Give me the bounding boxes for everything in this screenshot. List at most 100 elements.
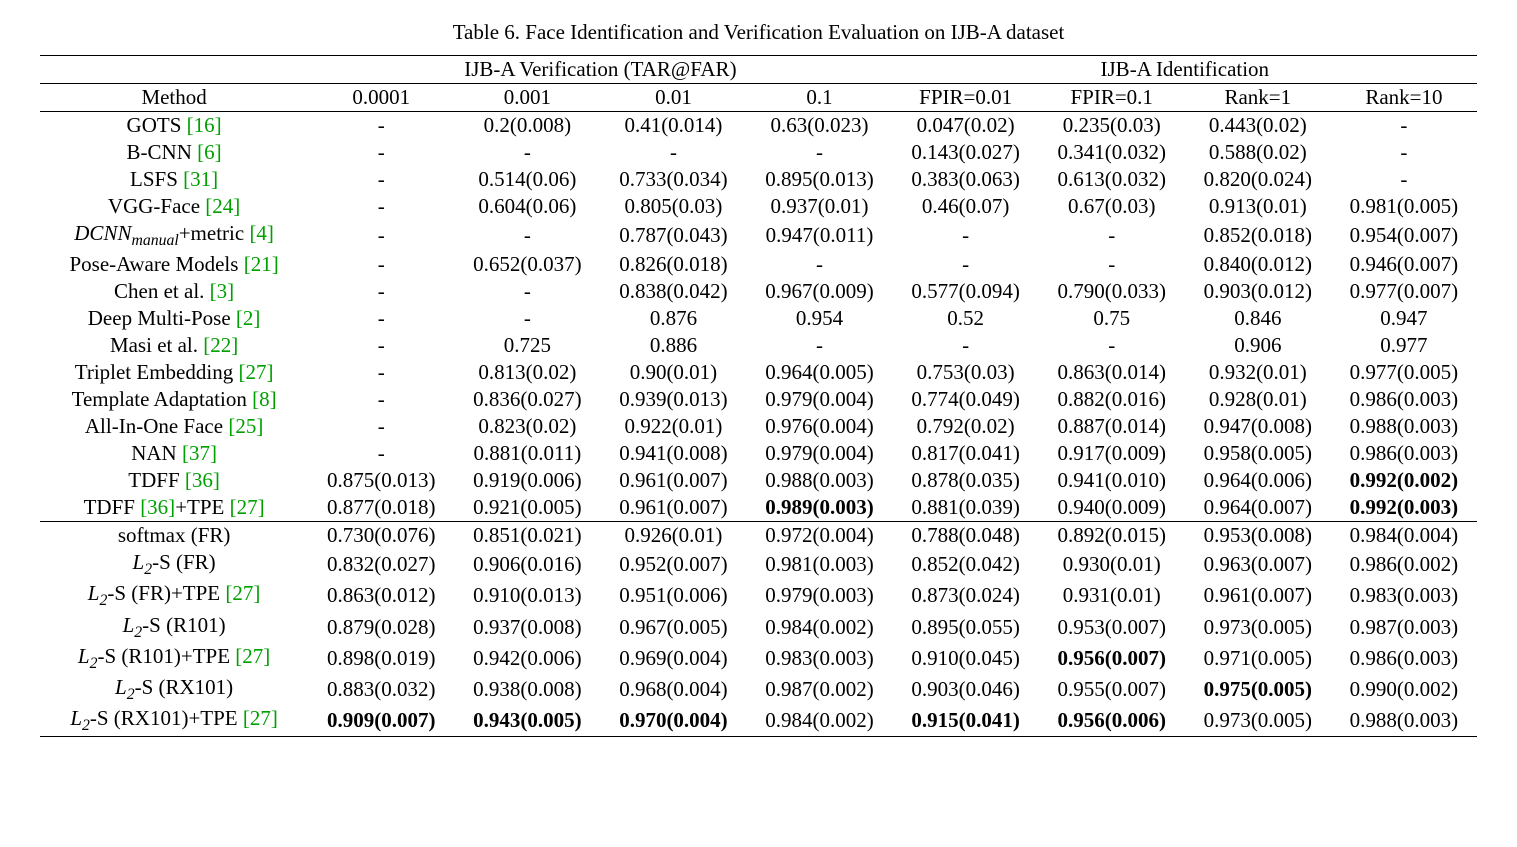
value-cell: 0.805(0.03)	[600, 193, 746, 220]
table-row: L2-S (RX101)0.883(0.032)0.938(0.008)0.96…	[40, 674, 1477, 705]
value-cell: -	[308, 166, 454, 193]
value-cell: 0.964(0.005)	[746, 359, 892, 386]
value-cell: -	[454, 220, 600, 251]
value-cell: -	[600, 139, 746, 166]
value-cell: 0.953(0.007)	[1039, 612, 1185, 643]
value-cell: 0.988(0.003)	[746, 467, 892, 494]
header-method: Method	[40, 84, 308, 112]
value-cell: 0.986(0.003)	[1331, 643, 1477, 674]
table-row: Masi et al. [22]-0.7250.886---0.9060.977	[40, 332, 1477, 359]
value-cell: -	[893, 220, 1039, 251]
value-cell: 0.988(0.003)	[1331, 413, 1477, 440]
value-cell: 0.986(0.003)	[1331, 440, 1477, 467]
table-row: L2-S (R101)+TPE [27]0.898(0.019)0.942(0.…	[40, 643, 1477, 674]
value-cell: -	[746, 251, 892, 278]
value-cell: 0.63(0.023)	[746, 112, 892, 140]
method-cell: NAN [37]	[40, 440, 308, 467]
value-cell: 0.956(0.007)	[1039, 643, 1185, 674]
value-cell: 0.836(0.027)	[454, 386, 600, 413]
table-row: L2-S (FR)+TPE [27]0.863(0.012)0.910(0.01…	[40, 580, 1477, 611]
value-cell: 0.921(0.005)	[454, 494, 600, 522]
value-cell: 0.943(0.005)	[454, 705, 600, 737]
table-row: Triplet Embedding [27]-0.813(0.02)0.90(0…	[40, 359, 1477, 386]
value-cell: 0.940(0.009)	[1039, 494, 1185, 522]
table-row: L2-S (RX101)+TPE [27]0.909(0.007)0.943(0…	[40, 705, 1477, 737]
value-cell: 0.972(0.004)	[746, 522, 892, 550]
value-cell: 0.840(0.012)	[1185, 251, 1331, 278]
value-cell: -	[308, 440, 454, 467]
value-cell: 0.813(0.02)	[454, 359, 600, 386]
value-cell: 0.883(0.032)	[308, 674, 454, 705]
method-cell: Template Adaptation [8]	[40, 386, 308, 413]
value-cell: 0.443(0.02)	[1185, 112, 1331, 140]
value-cell: 0.981(0.005)	[1331, 193, 1477, 220]
value-cell: 0.984(0.002)	[746, 705, 892, 737]
value-cell: 0.46(0.07)	[893, 193, 1039, 220]
value-cell: 0.954	[746, 305, 892, 332]
value-cell: -	[454, 305, 600, 332]
citation: [37]	[182, 441, 217, 465]
method-cell: LSFS [31]	[40, 166, 308, 193]
method-cell: L2-S (RX101)	[40, 674, 308, 705]
citation: [22]	[203, 333, 238, 357]
value-cell: 0.903(0.046)	[893, 674, 1039, 705]
citation: [27]	[243, 706, 278, 730]
value-cell: 0.926(0.01)	[600, 522, 746, 550]
value-cell: 0.964(0.006)	[1185, 467, 1331, 494]
value-cell: -	[308, 139, 454, 166]
table-row: All-In-One Face [25]-0.823(0.02)0.922(0.…	[40, 413, 1477, 440]
table-row: Deep Multi-Pose [2]--0.8760.9540.520.750…	[40, 305, 1477, 332]
value-cell: -	[308, 359, 454, 386]
value-cell: 0.979(0.004)	[746, 386, 892, 413]
header-far-00001: 0.0001	[308, 84, 454, 112]
value-cell: 0.910(0.013)	[454, 580, 600, 611]
value-cell: -	[308, 220, 454, 251]
citation: [21]	[244, 252, 279, 276]
value-cell: 0.954(0.007)	[1331, 220, 1477, 251]
value-cell: 0.909(0.007)	[308, 705, 454, 737]
value-cell: 0.941(0.008)	[600, 440, 746, 467]
value-cell: -	[454, 139, 600, 166]
value-cell: 0.983(0.003)	[746, 643, 892, 674]
value-cell: 0.987(0.002)	[746, 674, 892, 705]
value-cell: 0.931(0.01)	[1039, 580, 1185, 611]
citation: [31]	[183, 167, 218, 191]
citation: [25]	[228, 414, 263, 438]
value-cell: 0.967(0.005)	[600, 612, 746, 643]
value-cell: 0.975(0.005)	[1185, 674, 1331, 705]
value-cell: 0.968(0.004)	[600, 674, 746, 705]
value-cell: 0.955(0.007)	[1039, 674, 1185, 705]
value-cell: 0.941(0.010)	[1039, 467, 1185, 494]
value-cell: -	[308, 386, 454, 413]
value-cell: -	[1331, 139, 1477, 166]
citation: [4]	[249, 221, 274, 245]
header-far-0001: 0.001	[454, 84, 600, 112]
citation: [3]	[210, 279, 235, 303]
table-row: Pose-Aware Models [21]-0.652(0.037)0.826…	[40, 251, 1477, 278]
value-cell: 0.984(0.002)	[746, 612, 892, 643]
method-cell: L2-S (RX101)+TPE [27]	[40, 705, 308, 737]
value-cell: 0.915(0.041)	[893, 705, 1039, 737]
value-cell: 0.733(0.034)	[600, 166, 746, 193]
value-cell: 0.947(0.008)	[1185, 413, 1331, 440]
method-cell: L2-S (FR)+TPE [27]	[40, 580, 308, 611]
table-row: NAN [37]-0.881(0.011)0.941(0.008)0.979(0…	[40, 440, 1477, 467]
method-cell: TDFF [36]+TPE [27]	[40, 494, 308, 522]
value-cell: 0.942(0.006)	[454, 643, 600, 674]
method-cell: Deep Multi-Pose [2]	[40, 305, 308, 332]
table-body: GOTS [16]-0.2(0.008)0.41(0.014)0.63(0.02…	[40, 112, 1477, 737]
value-cell: 0.838(0.042)	[600, 278, 746, 305]
value-cell: 0.986(0.003)	[1331, 386, 1477, 413]
value-cell: 0.967(0.009)	[746, 278, 892, 305]
value-cell: 0.895(0.055)	[893, 612, 1039, 643]
value-cell: 0.67(0.03)	[1039, 193, 1185, 220]
value-cell: 0.788(0.048)	[893, 522, 1039, 550]
blank-header	[40, 56, 308, 84]
value-cell: -	[893, 251, 1039, 278]
value-cell: 0.903(0.012)	[1185, 278, 1331, 305]
value-cell: 0.725	[454, 332, 600, 359]
value-cell: -	[308, 251, 454, 278]
value-cell: 0.971(0.005)	[1185, 643, 1331, 674]
table-row: DCNNmanual+metric [4]--0.787(0.043)0.947…	[40, 220, 1477, 251]
value-cell: 0.875(0.013)	[308, 467, 454, 494]
